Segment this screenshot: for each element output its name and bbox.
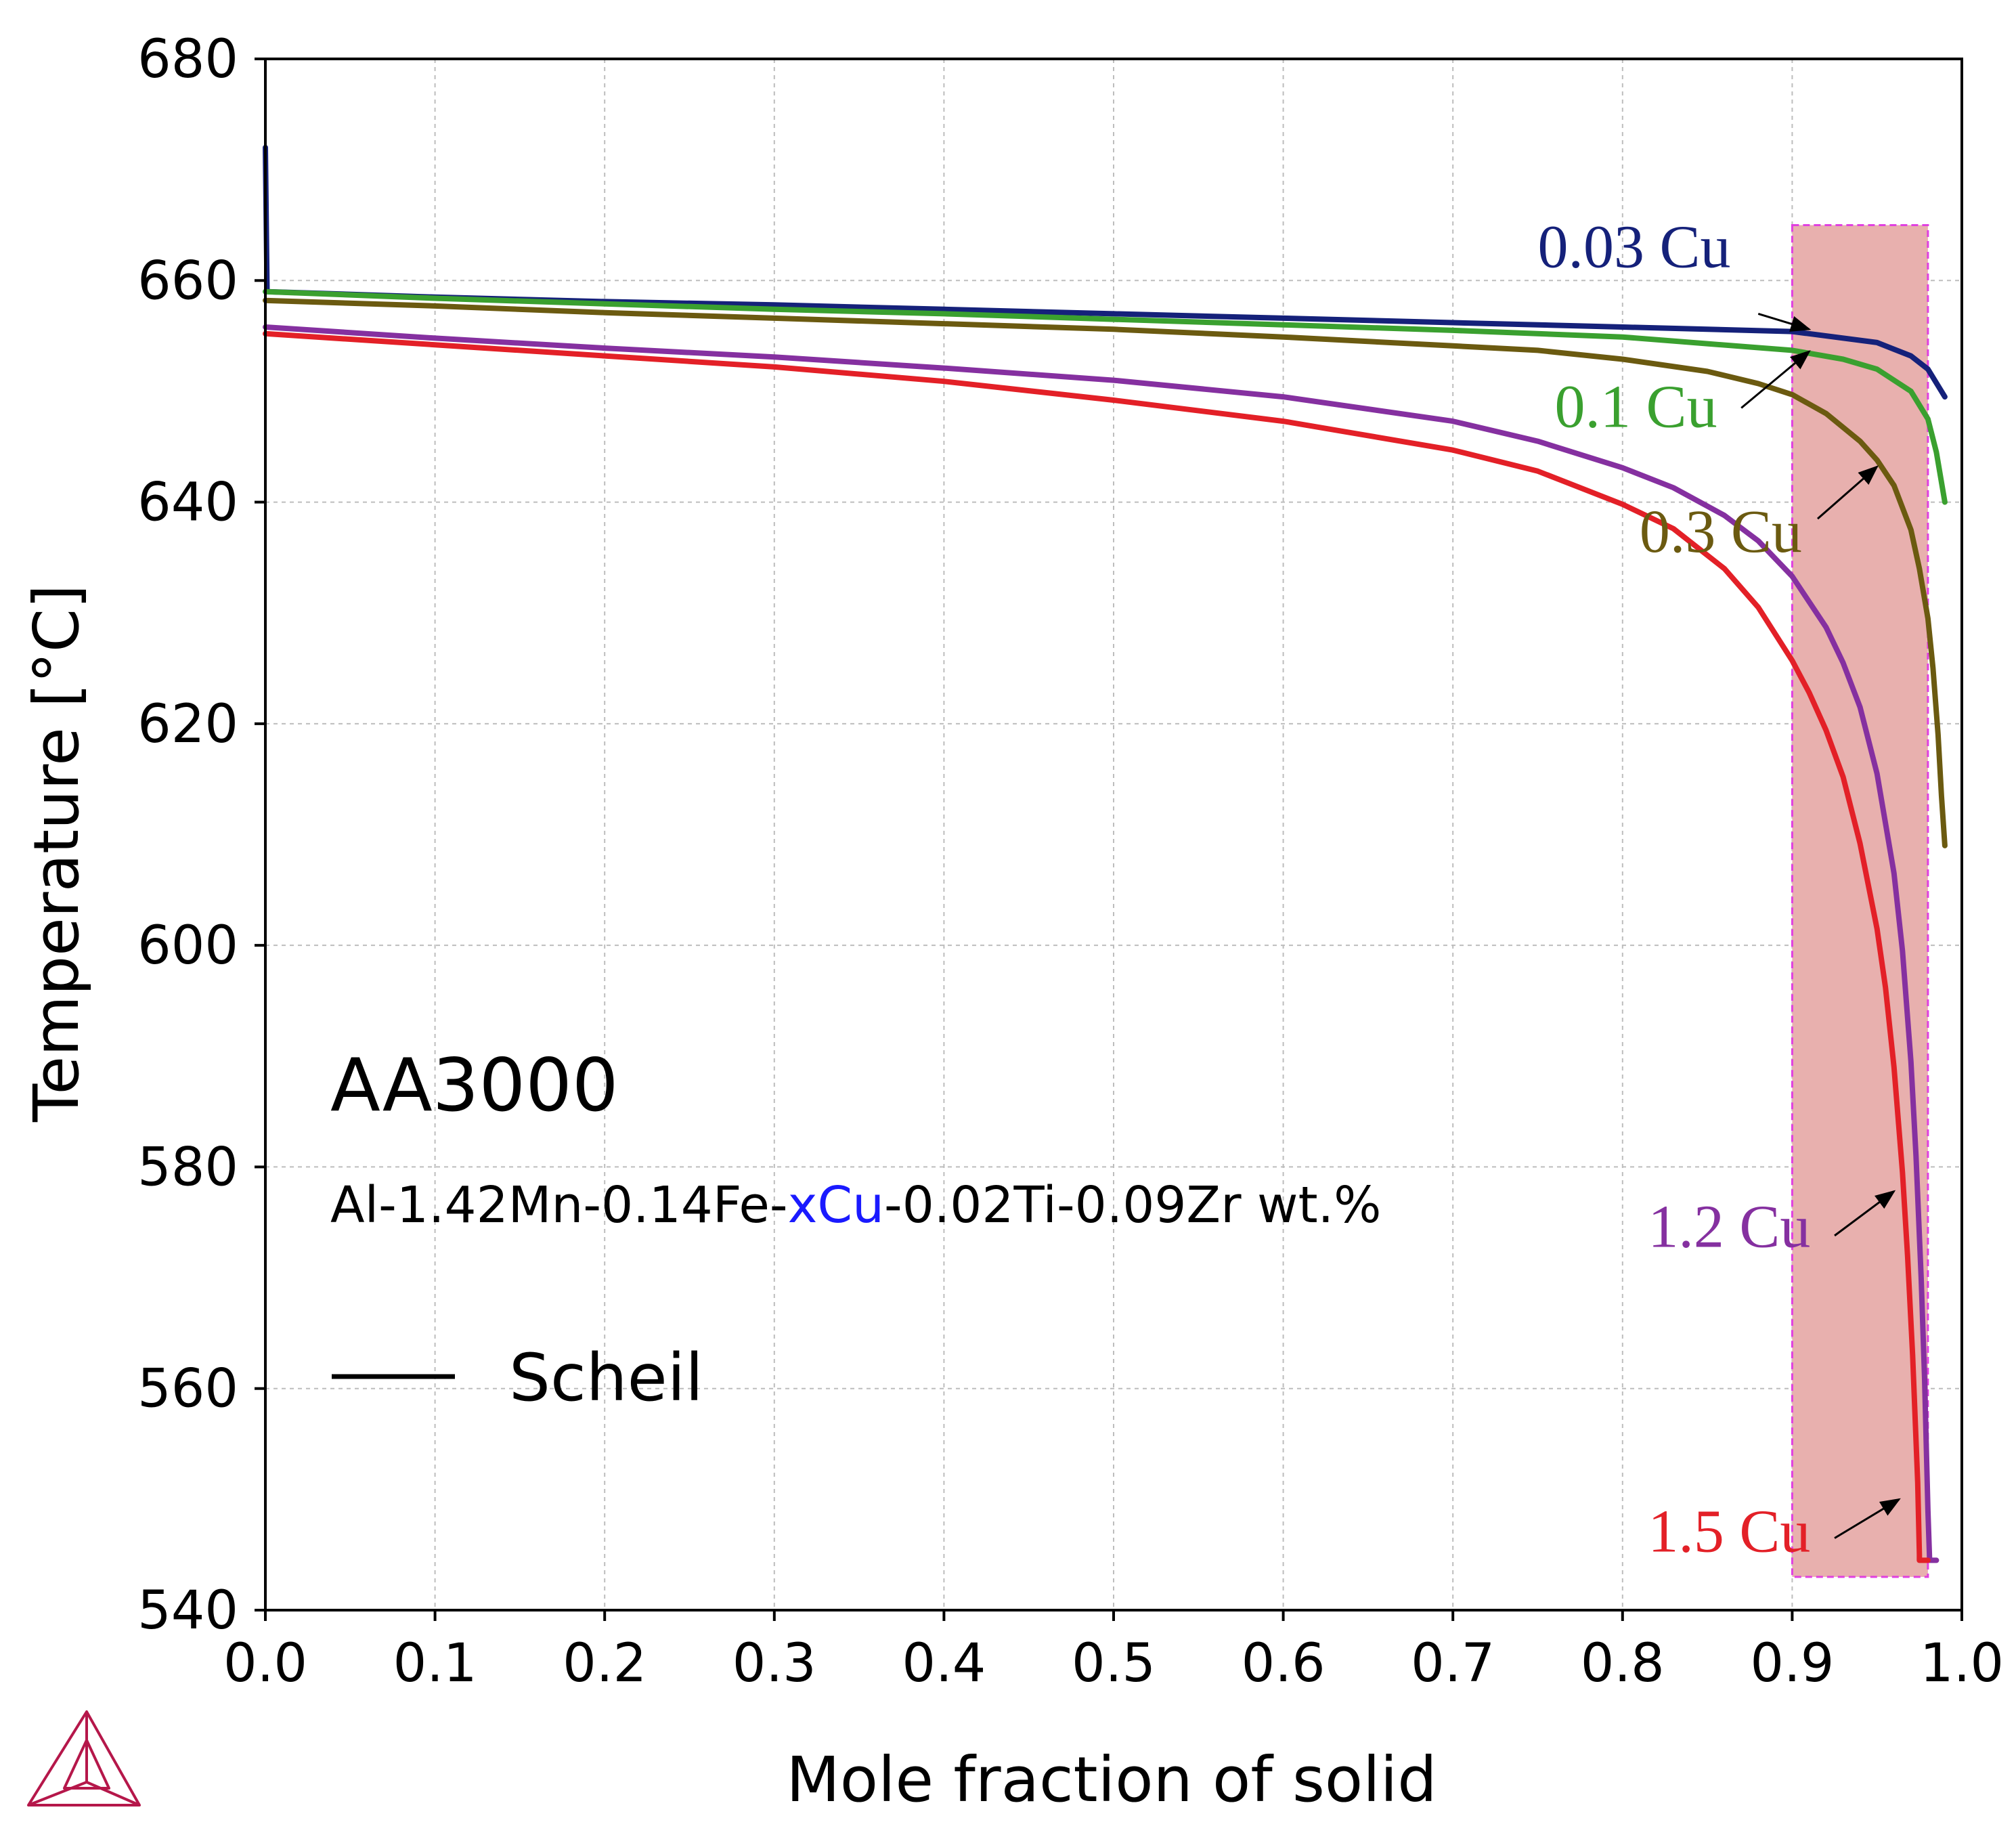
composition-suffix: -0.02Ti-0.09Zr wt.% bbox=[884, 1176, 1381, 1234]
annotation-arrow bbox=[1740, 350, 1811, 409]
highlight-region bbox=[1791, 223, 1929, 1578]
composition-prefix: Al-1.42Mn-0.14Fe- bbox=[330, 1176, 788, 1234]
y-tick-label: 660 bbox=[137, 251, 238, 311]
ticks-layer: 0.0 0.1 0.2 0.3 0.4 0.5 0.6 0.7 0.8 0.9 1.0 540 560 5… bbox=[137, 29, 2004, 1694]
x-tick-label: 0.6 bbox=[1242, 1633, 1325, 1694]
series-label: 0.1 Cu bbox=[1555, 373, 1717, 440]
y-tick-label: 680 bbox=[137, 29, 238, 90]
annotation-arrow bbox=[1834, 1190, 1896, 1237]
alloy-label: AA3000 bbox=[330, 1043, 619, 1128]
y-tick-label: 640 bbox=[137, 473, 238, 534]
series-label: 1.2 Cu bbox=[1648, 1193, 1810, 1260]
series-line-1-5-cu bbox=[263, 330, 1931, 1563]
series-label: 0.3 Cu bbox=[1640, 498, 1802, 565]
composition-highlight: xCu bbox=[788, 1176, 884, 1234]
y-tick-label: 560 bbox=[137, 1359, 238, 1420]
x-tick-label: 1.0 bbox=[1920, 1633, 2004, 1694]
y-axis-title: Temperature [°C] bbox=[20, 584, 93, 1123]
x-tick-label: 0.4 bbox=[902, 1633, 986, 1694]
x-tick-label: 0.2 bbox=[563, 1633, 647, 1694]
series-label: 0.03 Cu bbox=[1538, 214, 1731, 281]
annotation-arrow bbox=[1757, 312, 1812, 332]
y-tick-label: 540 bbox=[137, 1580, 238, 1641]
series-line-0-3-cu bbox=[263, 297, 1948, 848]
y-tick-label: 580 bbox=[137, 1137, 238, 1198]
legend-label: Scheil bbox=[509, 1340, 703, 1416]
annotation-arrow bbox=[1817, 465, 1879, 520]
x-tick-label: 0.7 bbox=[1411, 1633, 1495, 1694]
series-line-1-2-cu bbox=[263, 324, 1940, 1563]
x-axis-title: Mole fraction of solid bbox=[786, 1744, 1437, 1816]
x-tick-label: 0.8 bbox=[1581, 1633, 1665, 1694]
composition-label: Al-1.42Mn-0.14Fe-xCu-0.02Ti-0.09Zr wt.% bbox=[330, 1176, 1381, 1234]
x-tick-label: 0.9 bbox=[1750, 1633, 1834, 1694]
y-tick-label: 620 bbox=[137, 694, 238, 755]
annotation-layer: 0.03 Cu 0.1 Cu 0.3 Cu 1.2 Cu 1.5 Cu bbox=[1538, 214, 1901, 1565]
x-tick-label: 0.1 bbox=[393, 1633, 477, 1694]
x-tick-label: 0.0 bbox=[223, 1633, 307, 1694]
series-line-0-1-cu bbox=[263, 288, 1948, 505]
x-tick-label: 0.5 bbox=[1072, 1633, 1156, 1694]
y-tick-label: 600 bbox=[137, 915, 238, 976]
annotation-arrow bbox=[1834, 1498, 1901, 1539]
x-tick-label: 0.3 bbox=[732, 1633, 816, 1694]
series-layer bbox=[263, 144, 1948, 1563]
series-label: 1.5 Cu bbox=[1648, 1498, 1810, 1565]
thermo-calc-triangle-logo-icon bbox=[27, 1710, 141, 1806]
